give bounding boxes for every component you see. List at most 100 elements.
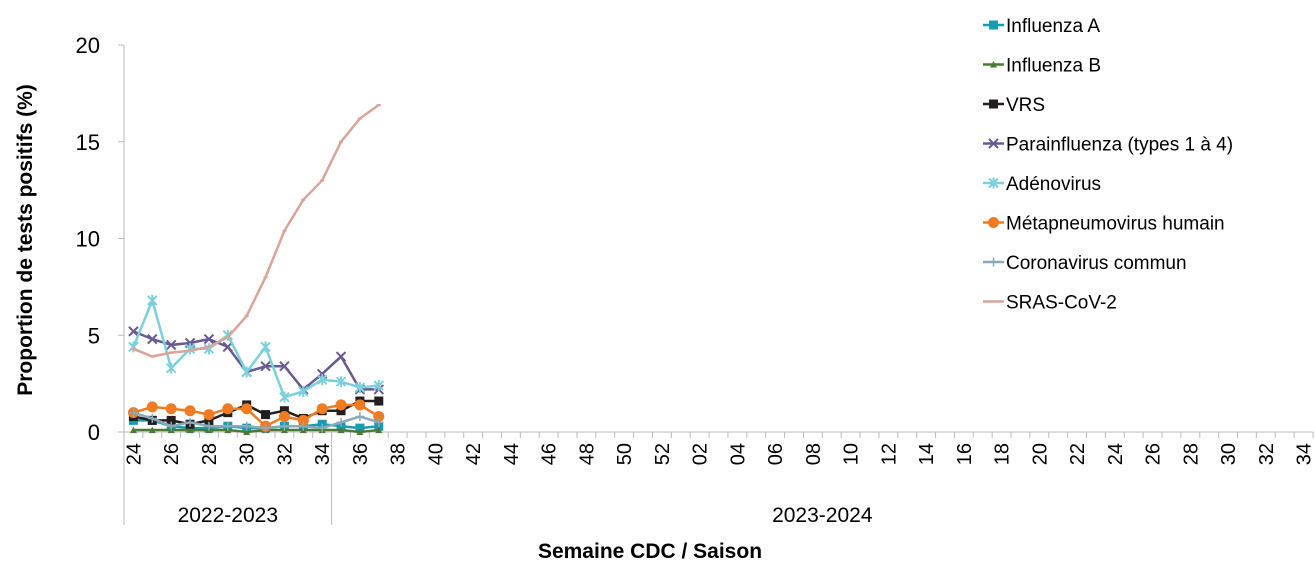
x-tick-label: 24 [123,443,145,465]
marker [166,421,176,431]
series-line [132,103,380,358]
x-tick-label: 42 [463,443,485,465]
marker [298,385,309,397]
marker [165,403,177,415]
y-tick-label: 20 [76,33,100,58]
marker [336,406,346,416]
legend-label: Coronavirus commun [1006,253,1187,274]
legend-marker [988,177,999,189]
x-tick-label: 36 [350,443,372,465]
x-tick-label: 44 [501,443,523,465]
marker [242,421,252,431]
y-axis-title: Proportion de tests positifs (%) [14,84,37,396]
x-tick-label: 16 [954,443,976,465]
marker [185,417,195,427]
y-tick-label: 10 [76,227,100,252]
marker [317,423,327,433]
series-line [133,428,379,434]
legend-marker [989,257,998,267]
marker [374,417,384,427]
x-tick-label: 26 [161,443,183,465]
x-axis-title: Semaine CDC / Saison [538,540,762,561]
marker [128,326,139,337]
marker [261,423,271,433]
x-tick-label: 24 [1105,443,1127,465]
marker [222,403,234,415]
marker [279,406,289,416]
x-tick-label: 20 [1029,443,1051,465]
marker [355,423,365,433]
marker [223,421,233,431]
group-label: 2023-2024 [772,504,873,527]
x-tick-label: 32 [1256,443,1278,465]
x-tick-label: 34 [1294,443,1315,465]
legend-label: Influenza A [1006,16,1100,37]
x-tick-label: 18 [992,443,1014,465]
legend-label: Adénovirus [1006,174,1101,195]
legend-marker [990,61,997,68]
marker [355,412,365,422]
marker [336,417,346,427]
x-tick-label: 28 [199,443,221,465]
x-tick-label: 30 [237,443,259,465]
marker [260,341,271,353]
x-tick-label: 08 [803,443,825,465]
x-tick-label: 22 [1067,443,1089,465]
marker [184,405,196,417]
legend-label: Métapneumovirus humain [1006,214,1225,235]
marker [147,413,157,423]
x-tick-label: 04 [727,443,749,465]
marker [203,333,215,345]
x-tick-label: 26 [1143,443,1165,465]
marker [316,374,328,386]
x-tick-label: 06 [765,443,787,465]
x-tick-label: 34 [312,443,334,465]
marker [316,403,328,415]
marker [337,426,345,434]
marker [147,333,158,345]
marker [129,426,137,434]
x-tick-label: 30 [1218,443,1240,465]
x-tick-label: 46 [539,443,561,465]
marker [260,361,271,372]
marker [356,428,364,435]
marker [204,415,214,425]
marker [335,351,347,362]
legend-marker [988,217,999,228]
marker [335,376,347,388]
marker [241,403,253,415]
legend-marker [989,20,998,30]
marker [279,421,289,431]
marker [354,399,366,411]
marker [186,426,194,434]
marker [279,361,290,372]
x-tick-label: 48 [576,443,598,465]
marker [279,391,290,403]
x-tick-label: 28 [1180,443,1202,465]
marker [147,294,158,306]
marker [148,426,156,434]
marker [204,421,214,431]
legend-marker [988,138,999,149]
marker [261,410,271,420]
marker [375,426,383,434]
marker [243,428,251,435]
marker [373,380,384,392]
x-tick-label: 38 [388,443,410,465]
x-tick-label: 32 [274,443,296,465]
marker [335,399,347,411]
marker [222,341,234,353]
y-tick-label: 15 [76,130,100,155]
marker [278,411,290,423]
marker [374,396,384,406]
marker [297,414,309,426]
marker [373,411,385,423]
marker [128,408,138,418]
x-tick-label: 50 [614,443,636,465]
group-label: 2022-2023 [178,504,278,527]
marker [203,409,215,421]
legend-label: Parainfluenza (types 1 à 4) [1006,135,1233,156]
marker [165,339,177,351]
y-tick-label: 5 [88,323,100,348]
